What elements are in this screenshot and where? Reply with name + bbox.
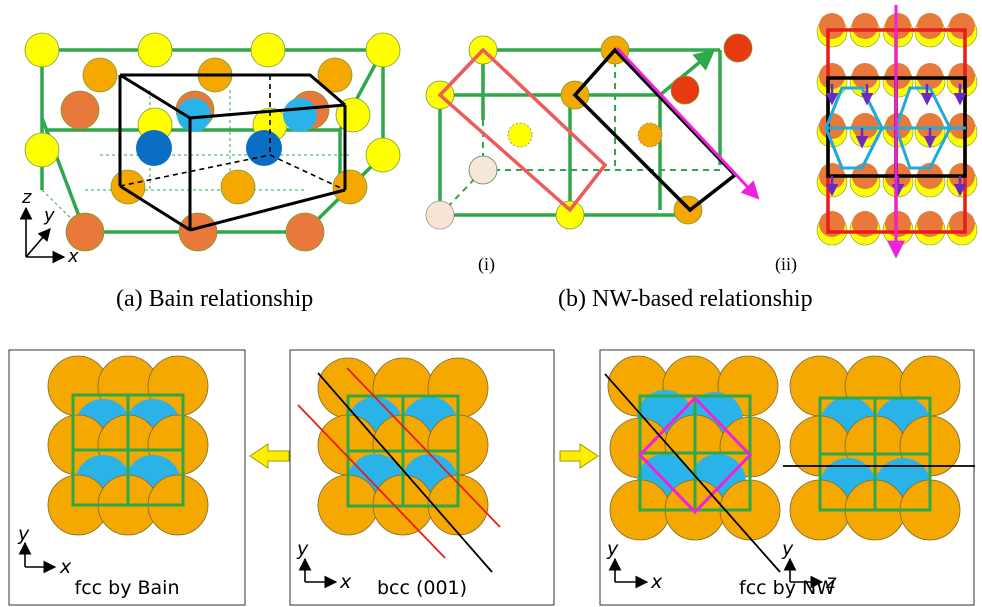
bain-axis-x-label: x [67, 246, 79, 267]
nw-subpanel-ii-label: (ii) [775, 254, 797, 275]
bcc-axis-y: y [296, 538, 309, 560]
fcc-nw-axis-x: x [650, 571, 663, 593]
fcc-bain-green-grid [71, 393, 185, 507]
transform-arrow-right [559, 443, 599, 469]
panel-right-title: fcc by NW [739, 577, 835, 599]
bain-bcc-cell [118, 73, 347, 232]
bain-axis-z-label: z [21, 187, 32, 208]
strip-atom-orange [917, 13, 943, 39]
fcc-bain-axis-x: x [59, 556, 72, 578]
nw-strip-purple-arrows [825, 84, 967, 197]
caption-b: (b) NW-based relationship [558, 286, 813, 312]
strip-atom-orange [949, 63, 975, 89]
panel-middle-title: bcc (001) [377, 577, 467, 599]
panel-left-title: fcc by Bain [75, 577, 180, 599]
bain-bcc-hidden-edges [119, 75, 346, 191]
strip-atom-orange [917, 113, 943, 139]
nw-subpanel-i-label: (i) [478, 254, 495, 275]
fcc-nw-yz-green-grid [818, 396, 932, 512]
transform-arrow-left [249, 443, 290, 469]
panel-fcc-by-nw: y x y z fcc by NW [599, 349, 975, 606]
nw-black-plane [572, 47, 738, 213]
strip-atom-orange [917, 63, 943, 89]
strip-atom-orange [852, 63, 878, 89]
strip-atom-orange [949, 113, 975, 139]
panel-fcc-by-bain: y x fcc by Bain [8, 349, 246, 606]
fcc-nw-axis-y-left: y [606, 538, 619, 560]
fcc-nw-axis-z: z [825, 571, 837, 593]
bain-atoms-front [24, 132, 368, 252]
bcc-axis-x: x [339, 571, 352, 593]
nw-3d-diagram: (i) [425, 33, 760, 275]
bain-atoms-back [24, 32, 401, 173]
strip-atom-orange [819, 63, 845, 89]
nw-salmon-plane [437, 47, 608, 213]
panel-bcc-001: y x bcc (001) [289, 349, 555, 606]
fcc-bain-axis-y: y [17, 523, 30, 545]
bain-axis-y-label: y [43, 205, 55, 226]
strip-atom-orange [885, 63, 911, 89]
bain-3d-diagram: z y x [19, 32, 401, 267]
strip-atom-orange [819, 13, 845, 39]
strip-atom-orange [852, 113, 878, 139]
strip-atom-orange [819, 113, 845, 139]
bain-axes: z y x [19, 187, 79, 267]
fcc-bain-atoms [47, 355, 209, 536]
bcc-green-grid [346, 394, 460, 508]
caption-a: (a) Bain relationship [116, 286, 313, 312]
fcc-nw-xy-magenta-square [637, 395, 753, 515]
strip-atom-orange [885, 13, 911, 39]
strip-atom-orange [852, 13, 878, 39]
fcc-nw-axis-y-right: y [781, 538, 794, 560]
bcc-red-diagonals [297, 367, 501, 559]
nw-dashed-lattice [439, 50, 720, 216]
strip-atom-orange [949, 13, 975, 39]
fcc-nw-xy-black-diagonal [604, 373, 781, 573]
nw-magenta-direction-arrow [615, 46, 760, 200]
bcc-black-diagonal [317, 372, 493, 573]
nw-strip-diagram: (ii) [775, 5, 978, 275]
